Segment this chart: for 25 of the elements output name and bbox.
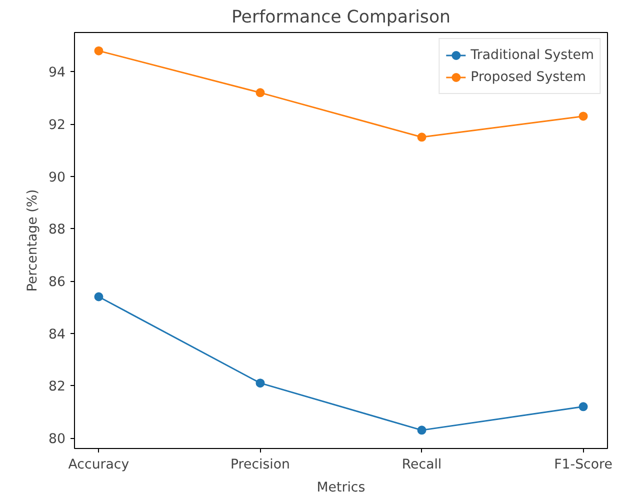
x-tick-label: Accuracy [68,458,130,472]
y-tick-label: 82 [48,380,66,395]
point [417,426,426,435]
point [94,46,104,56]
y-tick-label: 88 [48,222,66,238]
x-axis-title: Metrics [316,480,366,496]
legend-label: Traditional System [470,48,594,62]
y-tick-label: 80 [48,432,66,448]
point [256,88,265,98]
x-tick-label: F1-Score [554,458,612,472]
x-tick-label: Recall [402,458,442,472]
x-tick-label: Precision [230,458,290,472]
point [94,292,104,302]
point [578,112,588,121]
y-tick-label: 86 [48,275,66,290]
y-tick-label: 92 [48,118,66,134]
legend-label: Proposed System [470,70,586,84]
y-tick-label: 90 [48,170,66,186]
y-tick-label: 84 [48,327,66,342]
y-axis-title: Percentage (%) [26,189,41,292]
point [417,132,426,142]
point [256,378,265,388]
y-tick-label: 94 [48,66,66,81]
point [578,402,588,412]
chart-title: Performance Comparison [231,8,451,28]
